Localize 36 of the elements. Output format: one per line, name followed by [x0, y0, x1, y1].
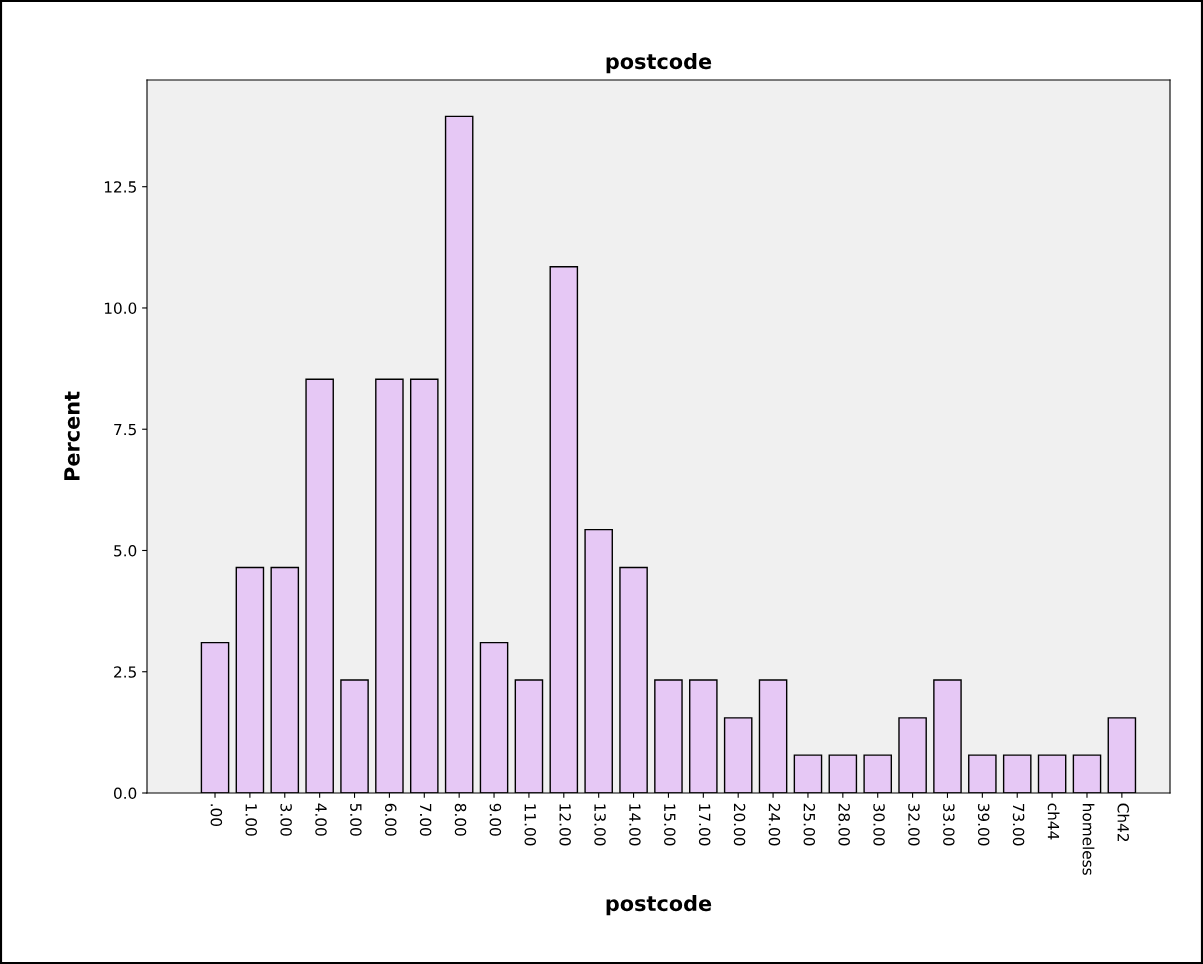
- x-tick-label: 28.00: [838, 803, 850, 846]
- x-axis-title: postcode: [606, 895, 712, 916]
- x-tick-label: 5.00: [350, 803, 362, 836]
- x-tick-label: homeless: [1082, 804, 1095, 875]
- x-tick-label: 6.00: [384, 803, 397, 836]
- x-tick-label: 8.00: [454, 803, 467, 836]
- x-tick-label: 25.00: [803, 803, 816, 846]
- x-tick-label: 32.00: [908, 803, 920, 846]
- x-tick-label: 73.00: [1012, 803, 1025, 846]
- x-tick-label: 3.00: [280, 803, 292, 836]
- y-tick-label: 12.5: [104, 181, 136, 193]
- x-tick-label: 4.00: [315, 803, 327, 836]
- x-tick-label: 1.00: [245, 804, 258, 836]
- y-tick-label: 5.0: [114, 544, 137, 557]
- x-tick-label: 12.00: [559, 804, 571, 846]
- x-tick-label: 15.00: [664, 804, 676, 846]
- x-tick-label: 30.00: [873, 803, 885, 846]
- y-tick-label: 0.0: [113, 787, 137, 800]
- x-tick-label: .00: [210, 804, 223, 826]
- x-tick-label: 24.00: [768, 803, 781, 846]
- x-tick-label: ch44: [1047, 803, 1060, 840]
- x-tick-label: 13.00: [594, 804, 606, 846]
- chart-title: postcode: [606, 53, 712, 74]
- x-tick-label: Ch42: [1117, 803, 1130, 841]
- x-tick-label: 39.00: [977, 803, 990, 846]
- y-tick-label: 2.5: [114, 666, 136, 678]
- x-tick-label: 33.00: [943, 803, 955, 846]
- x-tick-label: 7.00: [419, 803, 432, 836]
- x-tick-label: 14.00: [629, 804, 641, 846]
- x-tick-label: 9.00: [489, 803, 502, 836]
- y-axis-title: Percent: [64, 391, 80, 481]
- x-tick-label: 20.00: [733, 803, 746, 846]
- x-tick-label: 17.00: [698, 804, 711, 846]
- y-tick-label: 10.0: [104, 302, 137, 314]
- y-tick-label: 7.5: [114, 423, 136, 436]
- x-tick-label: 11.00: [524, 804, 537, 846]
